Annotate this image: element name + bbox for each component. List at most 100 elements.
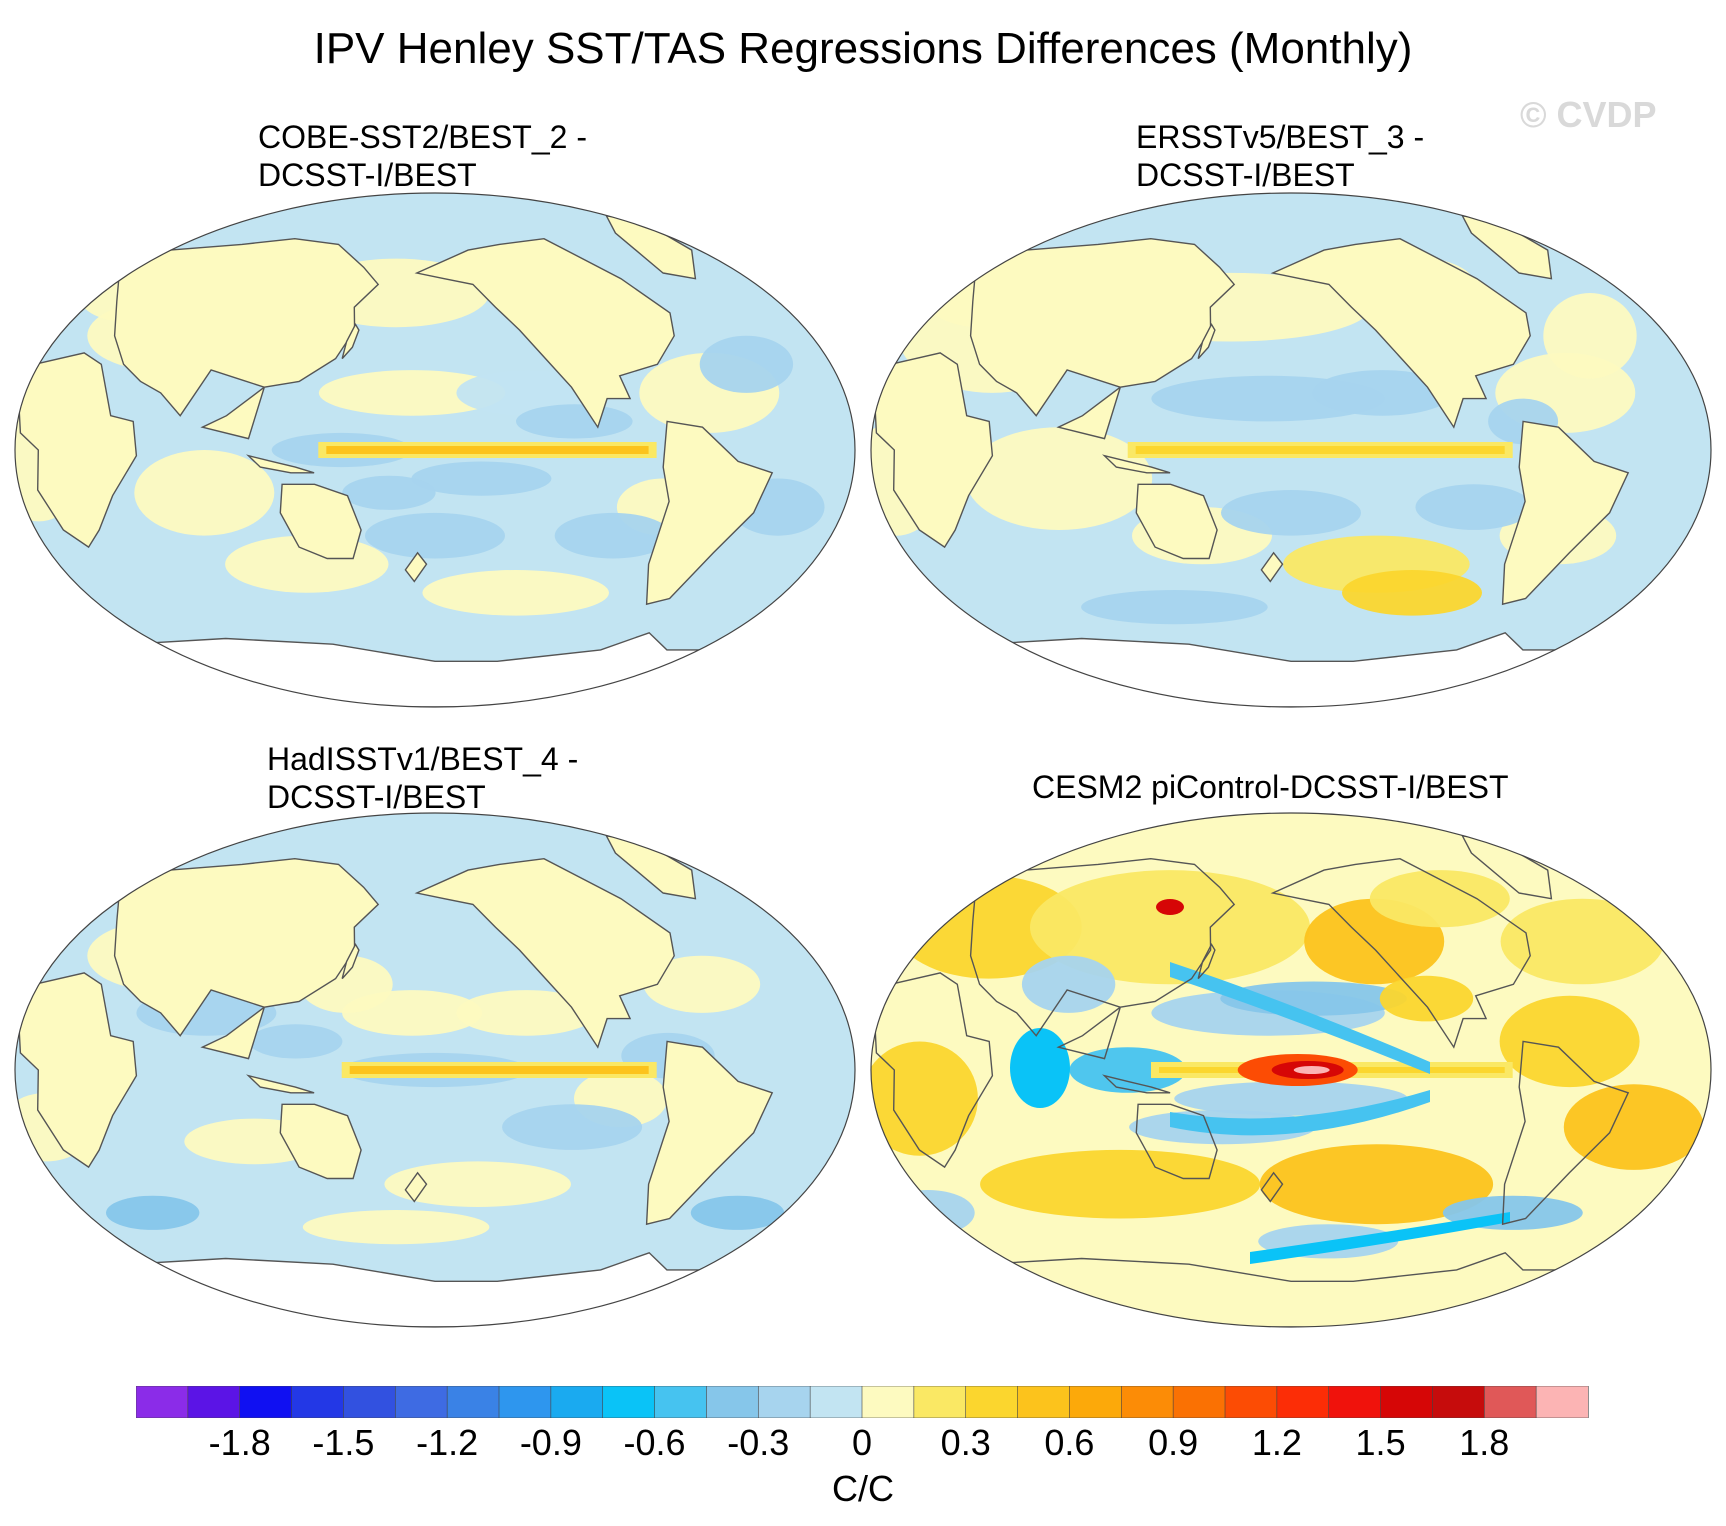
colorbar-tick-label: 1.5 — [1355, 1422, 1406, 1463]
field-anomaly-patch — [1312, 370, 1453, 416]
colorbar-tick-label: -0.3 — [727, 1422, 790, 1463]
colorbar-swatch — [654, 1386, 708, 1418]
field-anomaly-patch — [1081, 590, 1268, 625]
continent-africa — [874, 972, 994, 1169]
colorbar-swatch — [187, 1386, 241, 1418]
continent-nz — [404, 551, 428, 583]
figure-title: IPV Henley SST/TAS Regressions Differenc… — [313, 24, 1413, 73]
colorbar-tick-label: 1.2 — [1251, 1422, 1302, 1463]
equatorial-band-core — [1135, 446, 1505, 454]
field-anomaly-patch — [980, 1149, 1261, 1219]
field-anomaly-patch — [502, 1104, 643, 1150]
field-anomaly-patch — [1369, 870, 1510, 928]
continent-uk — [80, 902, 97, 923]
map-field — [871, 193, 1711, 707]
colorbar-tick-label: -0.6 — [623, 1422, 686, 1463]
colorbar-swatch — [550, 1386, 604, 1418]
field-anomaly-patch — [699, 335, 794, 393]
colorbar-tick-label: 0.9 — [1148, 1422, 1199, 1463]
continent-africa — [18, 352, 138, 549]
equatorial-band-core — [349, 1066, 649, 1074]
field-anomaly-patch — [643, 955, 761, 1013]
continent-australia — [279, 1103, 362, 1180]
panel-title-ersst: ERSSTv5/BEST_3 - DCSST-I/BEST — [1136, 118, 1424, 194]
map-boundary — [870, 192, 1712, 708]
colorbar-swatch — [1224, 1386, 1278, 1418]
colorbar-tick-label: -1.2 — [416, 1422, 479, 1463]
colorbar-swatch — [1069, 1386, 1122, 1418]
continent-indonesia — [246, 454, 315, 474]
field-anomaly-patch — [384, 1161, 571, 1207]
colorbar-swatch — [965, 1386, 1019, 1418]
field-anomaly-patch — [318, 370, 506, 416]
field-anomaly-patch — [1221, 490, 1361, 536]
map-field — [15, 193, 855, 707]
continent-namerica — [414, 237, 675, 429]
field-anomaly-patch — [871, 1041, 978, 1156]
continent-asia — [961, 857, 1236, 1060]
panel-title-line1: HadISSTv1/BEST_4 - — [267, 741, 579, 777]
continent-indonesia — [1102, 454, 1171, 474]
field-anomaly-patch — [690, 1195, 785, 1230]
field-anomaly-patch — [302, 1210, 490, 1245]
warm-patch-arctic — [1156, 899, 1184, 915]
continent-namerica — [1270, 237, 1531, 429]
map-boundary — [14, 812, 856, 1328]
colorbar-swatch — [913, 1386, 967, 1418]
continent-uk — [936, 902, 953, 923]
colorbar-tick-label: 1.8 — [1459, 1422, 1510, 1463]
colorbar-swatch — [809, 1386, 863, 1418]
colorbar-swatch — [136, 1386, 189, 1418]
continent-africa — [18, 972, 138, 1169]
colorbar-swatch — [291, 1386, 345, 1418]
continent-namerica — [1270, 857, 1531, 1049]
continent-japan — [341, 322, 360, 360]
map-panel-cesm2 — [870, 812, 1712, 1328]
continent-asia — [105, 857, 380, 1060]
continent-asia — [961, 237, 1236, 440]
colorbar-tick-label: -1.5 — [312, 1422, 375, 1463]
panel-title-line1: CESM2 piControl-DCSST-I/BEST — [1032, 769, 1509, 805]
panel-title-cobe: COBE-SST2/BEST_2 - DCSST-I/BEST — [258, 118, 587, 194]
panel-title-hadisst: HadISSTv1/BEST_4 - DCSST-I/BEST — [267, 740, 578, 816]
field-anomaly-patch — [554, 512, 672, 559]
continent-asia — [105, 237, 380, 440]
continent-samerica — [645, 1040, 774, 1226]
map-field — [15, 813, 855, 1327]
field-anomaly-patch — [1174, 1081, 1408, 1116]
panel-title-line2: DCSST-I/BEST — [267, 779, 486, 815]
field-anomaly-patch — [1379, 975, 1474, 1022]
continent-indonesia — [246, 1074, 315, 1094]
map-panel-cobe — [14, 192, 856, 708]
continent-nz — [1260, 551, 1284, 583]
colorbar-swatch — [706, 1386, 759, 1418]
continent-japan — [1197, 942, 1216, 980]
colorbar-swatch — [602, 1386, 656, 1418]
continent-antarctica — [982, 1251, 1590, 1327]
continent-uk — [80, 282, 97, 303]
continent-samerica — [1501, 420, 1630, 606]
continent-samerica — [645, 420, 774, 606]
field-anomaly-patch — [1499, 995, 1640, 1088]
field-anomaly-patch — [365, 512, 505, 559]
map-field — [871, 813, 1711, 1327]
field-anomaly-patch — [422, 570, 609, 616]
colorbar-swatch — [861, 1386, 915, 1418]
field-anomaly-patch — [1021, 955, 1116, 1013]
colorbar-swatch — [1380, 1386, 1434, 1418]
continent-nz — [1260, 1171, 1284, 1203]
colorbar — [136, 1386, 1589, 1418]
colorbar-swatch — [1432, 1386, 1485, 1418]
field-anomaly-patch — [516, 404, 633, 439]
colorbar-swatch — [239, 1386, 293, 1418]
continent-nz — [404, 1171, 428, 1203]
colorbar-swatch — [1172, 1386, 1226, 1418]
continent-namerica — [414, 857, 675, 1049]
panel-title-line1: COBE-SST2/BEST_2 - — [258, 119, 587, 155]
colorbar-swatch — [1120, 1386, 1174, 1418]
colorbar-swatch — [498, 1386, 552, 1418]
field-anomaly-patch — [456, 370, 597, 416]
map-boundary — [870, 812, 1712, 1328]
field-anomaly-patch — [1543, 293, 1637, 379]
map-panel-ersst — [870, 192, 1712, 708]
